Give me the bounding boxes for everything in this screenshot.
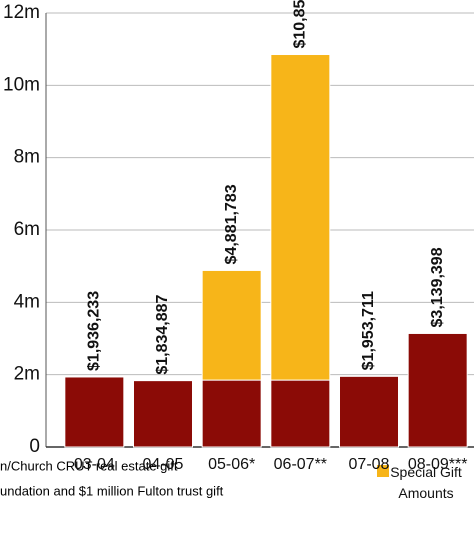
legend-swatch	[377, 465, 389, 477]
y-tick-label: 4m	[14, 291, 40, 312]
x-tick-label: 05-06*	[208, 456, 255, 473]
total-label: $4,881,783	[223, 184, 240, 264]
x-tick-label: 07-08	[349, 456, 390, 473]
bar-segment	[339, 375, 399, 448]
y-tick-label: 6m	[14, 219, 40, 240]
bar-segment	[201, 379, 262, 448]
total-label: $1,953,711	[360, 291, 377, 370]
bar-segment	[270, 379, 331, 448]
y-tick-label: 2m	[14, 364, 40, 385]
footnote: n/Church CRUT real estate gift	[0, 458, 178, 473]
x-tick-label: 03-04	[74, 456, 115, 473]
x-tick-label: 04-05	[143, 456, 184, 473]
total-label: $10,852,011	[292, 0, 309, 49]
footnote: undation and $1 million Fulton trust gif…	[0, 483, 224, 498]
total-label: $1,936,233	[86, 291, 103, 371]
bar-segment	[201, 269, 262, 381]
y-tick-label: 12m	[3, 2, 40, 23]
total-label: $1,834,887	[154, 294, 171, 374]
bar-segment	[407, 332, 468, 448]
legend-label: Special Gift Amounts	[390, 464, 462, 501]
x-tick-label: 06-07**	[274, 456, 327, 473]
x-tick-label: 08-09***	[408, 456, 468, 473]
total-label: $3,139,398	[429, 247, 446, 327]
y-tick-label: 10m	[3, 74, 40, 95]
bar-segment	[64, 376, 125, 448]
y-tick-label: 0	[29, 436, 40, 457]
bar-segment	[270, 54, 331, 381]
bar-segment	[133, 380, 193, 448]
y-tick-label: 8m	[14, 147, 40, 168]
